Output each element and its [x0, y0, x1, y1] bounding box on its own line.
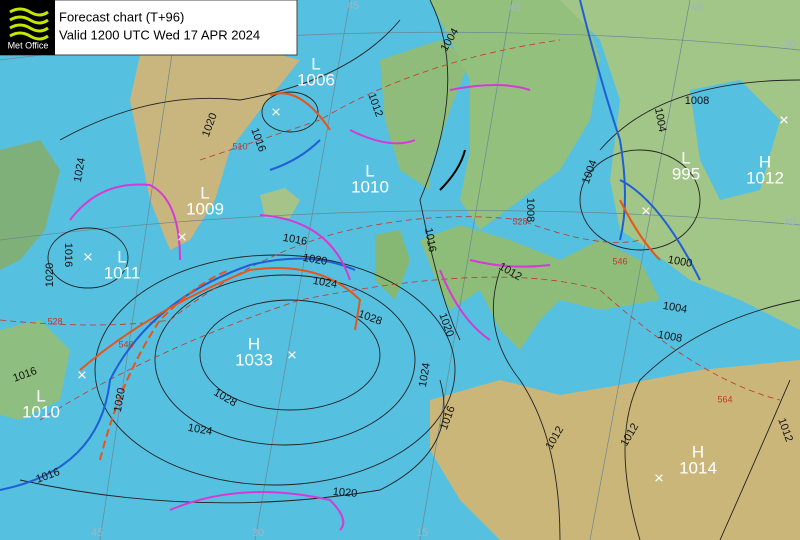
- isobar-label: 1020: [302, 252, 328, 268]
- isobar-label: 1024: [187, 422, 213, 438]
- center-mark: ×: [641, 201, 651, 220]
- isobar-label: 1004: [662, 300, 688, 316]
- thickness-label: 564: [717, 394, 732, 404]
- isobar-label: 1020: [112, 387, 128, 413]
- isobar-label: 1004: [652, 107, 668, 133]
- isobar-label: 1024: [312, 275, 338, 291]
- center-pressure: 1012: [746, 168, 784, 187]
- center-type: L: [117, 247, 126, 266]
- center-pressure: 1033: [235, 350, 273, 369]
- thickness-label: 528: [512, 216, 527, 226]
- center-pressure: 995: [672, 164, 700, 183]
- center-mark: ×: [779, 110, 789, 129]
- center-pressure: 1006: [297, 70, 335, 89]
- center-pressure: 1009: [186, 199, 224, 218]
- thickness-label: 546: [612, 256, 627, 266]
- grid-label: 30: [252, 527, 264, 539]
- thickness-label: 546: [118, 339, 133, 349]
- grid-label: 15: [416, 527, 428, 539]
- fronts: [0, 0, 701, 531]
- grid-label: 30: [784, 39, 796, 51]
- center-pressure: 1014: [679, 458, 717, 477]
- isobar-label: 1016: [422, 227, 438, 253]
- isobar-label: 1008: [685, 95, 709, 107]
- isobar-label: 1024: [72, 157, 88, 183]
- center-type: H: [759, 152, 771, 171]
- logo-text: Met Office: [8, 40, 49, 50]
- isobar-label: 1016: [62, 243, 74, 267]
- isobar-label: 1008: [524, 198, 536, 222]
- thickness-label: 510: [232, 141, 247, 151]
- grid-label: 30: [784, 216, 796, 228]
- chart-title: Forecast chart (T+96): [59, 9, 184, 24]
- center-pressure: 1010: [351, 177, 389, 196]
- center-type: L: [200, 183, 209, 202]
- center-type: L: [681, 148, 690, 167]
- grid-label: 45: [91, 527, 103, 539]
- center-type: H: [248, 334, 260, 353]
- center-mark: ×: [654, 468, 664, 487]
- isobar-label: 1008: [657, 329, 683, 345]
- grid-label: 45: [347, 0, 359, 12]
- isobar-label: 1020: [332, 486, 357, 500]
- valid-time: Valid 1200 UTC Wed 17 APR 2024: [59, 27, 260, 42]
- center-type: L: [311, 54, 320, 73]
- center-mark: ×: [287, 345, 297, 364]
- isobar-label: 1000: [667, 254, 693, 270]
- logo-waves: [9, 7, 49, 41]
- center-type: L: [365, 161, 374, 180]
- thickness: [0, 39, 781, 421]
- center-mark: ×: [271, 102, 281, 121]
- center-pressure: 1011: [104, 263, 141, 282]
- center-type: L: [36, 386, 45, 405]
- center-type: H: [692, 442, 704, 461]
- center-mark: ×: [83, 247, 93, 266]
- center-mark: ×: [177, 227, 187, 246]
- grid-label: 45: [509, 2, 521, 14]
- isobar-label: 1016: [282, 232, 308, 248]
- header: Met Office Forecast chart (T+96) Valid 1…: [0, 0, 298, 56]
- isobars: [19, 0, 800, 540]
- center-mark: ×: [77, 365, 87, 384]
- center-pressure: 1010: [22, 402, 60, 421]
- isobar-label: 1024: [417, 362, 433, 388]
- isobar-label: 1020: [44, 263, 56, 287]
- grid-label: 45: [691, 2, 703, 14]
- thickness-label: 528: [47, 316, 62, 326]
